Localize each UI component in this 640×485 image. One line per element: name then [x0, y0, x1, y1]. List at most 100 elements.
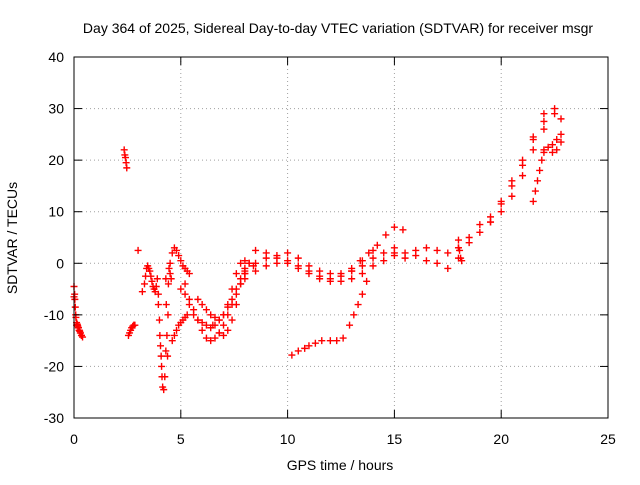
data-point: [548, 148, 556, 156]
data-point: [131, 321, 139, 329]
data-point: [252, 246, 260, 254]
data-point: [339, 334, 347, 342]
data-point: [71, 303, 79, 311]
series-segment-22.5h: [540, 130, 565, 154]
y-tick-label: 30: [48, 101, 64, 117]
data-point: [262, 249, 270, 257]
data-point: [232, 270, 240, 278]
data-point: [529, 133, 537, 141]
data-point: [519, 156, 527, 164]
data-point: [433, 259, 441, 267]
data-points: [70, 105, 565, 394]
data-point: [363, 277, 371, 285]
y-tick-label: -10: [44, 307, 64, 323]
data-point: [380, 257, 388, 265]
data-point: [369, 254, 377, 262]
data-point: [194, 295, 202, 303]
data-point: [390, 249, 398, 257]
data-point: [215, 316, 223, 324]
series-rise-14h: [348, 223, 407, 272]
data-point: [154, 301, 162, 309]
data-point: [301, 344, 309, 352]
data-point: [373, 241, 381, 249]
series-rise-18-22h-c: [487, 117, 548, 226]
data-point: [241, 275, 249, 283]
data-point: [185, 301, 193, 309]
data-point: [508, 192, 516, 200]
data-point: [154, 290, 162, 298]
series-segment-4.7h-rise: [168, 311, 191, 345]
data-point: [157, 352, 165, 360]
data-point: [207, 337, 215, 345]
series-segment-3.3h: [138, 262, 162, 298]
data-point: [79, 333, 87, 341]
data-point: [358, 270, 366, 278]
data-point: [476, 228, 484, 236]
data-point: [538, 156, 546, 164]
data-point: [358, 290, 366, 298]
data-point: [284, 257, 292, 265]
y-axis-label: SDTVAR / TECUs: [4, 182, 20, 294]
data-point: [168, 249, 176, 257]
data-point: [262, 262, 270, 270]
data-point: [245, 259, 253, 267]
data-point: [228, 285, 236, 293]
data-point: [232, 301, 240, 309]
data-point: [365, 249, 373, 257]
data-point: [354, 301, 362, 309]
data-point: [380, 249, 388, 257]
data-point: [228, 295, 236, 303]
data-point: [326, 337, 334, 345]
data-point: [557, 130, 565, 138]
data-point: [163, 331, 171, 339]
y-tick-label: -30: [44, 410, 64, 426]
data-point: [134, 246, 142, 254]
data-point: [211, 313, 219, 321]
data-point: [548, 141, 556, 149]
data-point: [168, 337, 176, 345]
data-point: [544, 143, 552, 151]
data-point: [155, 316, 163, 324]
x-tick-label: 10: [280, 431, 296, 447]
data-point: [476, 221, 484, 229]
data-point: [294, 262, 302, 270]
y-tick-label: 0: [56, 255, 64, 271]
data-point: [369, 246, 377, 254]
x-tick-label: 25: [600, 431, 616, 447]
series-segment-10h-lower: [288, 277, 371, 359]
data-point: [305, 267, 313, 275]
data-point: [224, 326, 232, 334]
data-point: [181, 290, 189, 298]
data-point: [458, 257, 466, 265]
data-point: [311, 339, 319, 347]
data-point: [252, 259, 260, 267]
data-point: [508, 177, 516, 185]
data-point: [190, 311, 198, 319]
data-point: [390, 223, 398, 231]
data-point: [198, 301, 206, 309]
x-axis-label: GPS time / hours: [287, 457, 394, 473]
plot-frame: [73, 56, 609, 419]
data-point: [412, 252, 420, 260]
data-point: [152, 282, 160, 290]
data-point: [348, 275, 356, 283]
data-point: [305, 342, 313, 350]
data-point: [553, 136, 561, 144]
data-point: [167, 275, 175, 283]
data-point: [175, 252, 183, 260]
data-point: [487, 218, 495, 226]
data-point: [529, 197, 537, 205]
data-point: [164, 352, 172, 360]
data-point: [422, 244, 430, 252]
data-point: [162, 301, 170, 309]
data-point: [220, 321, 228, 329]
data-point: [202, 334, 210, 342]
data-point: [294, 254, 302, 262]
data-point: [160, 386, 168, 394]
data-point: [557, 138, 565, 146]
data-point: [148, 277, 156, 285]
series-segment-2.4h: [120, 146, 131, 172]
data-point: [540, 146, 548, 154]
